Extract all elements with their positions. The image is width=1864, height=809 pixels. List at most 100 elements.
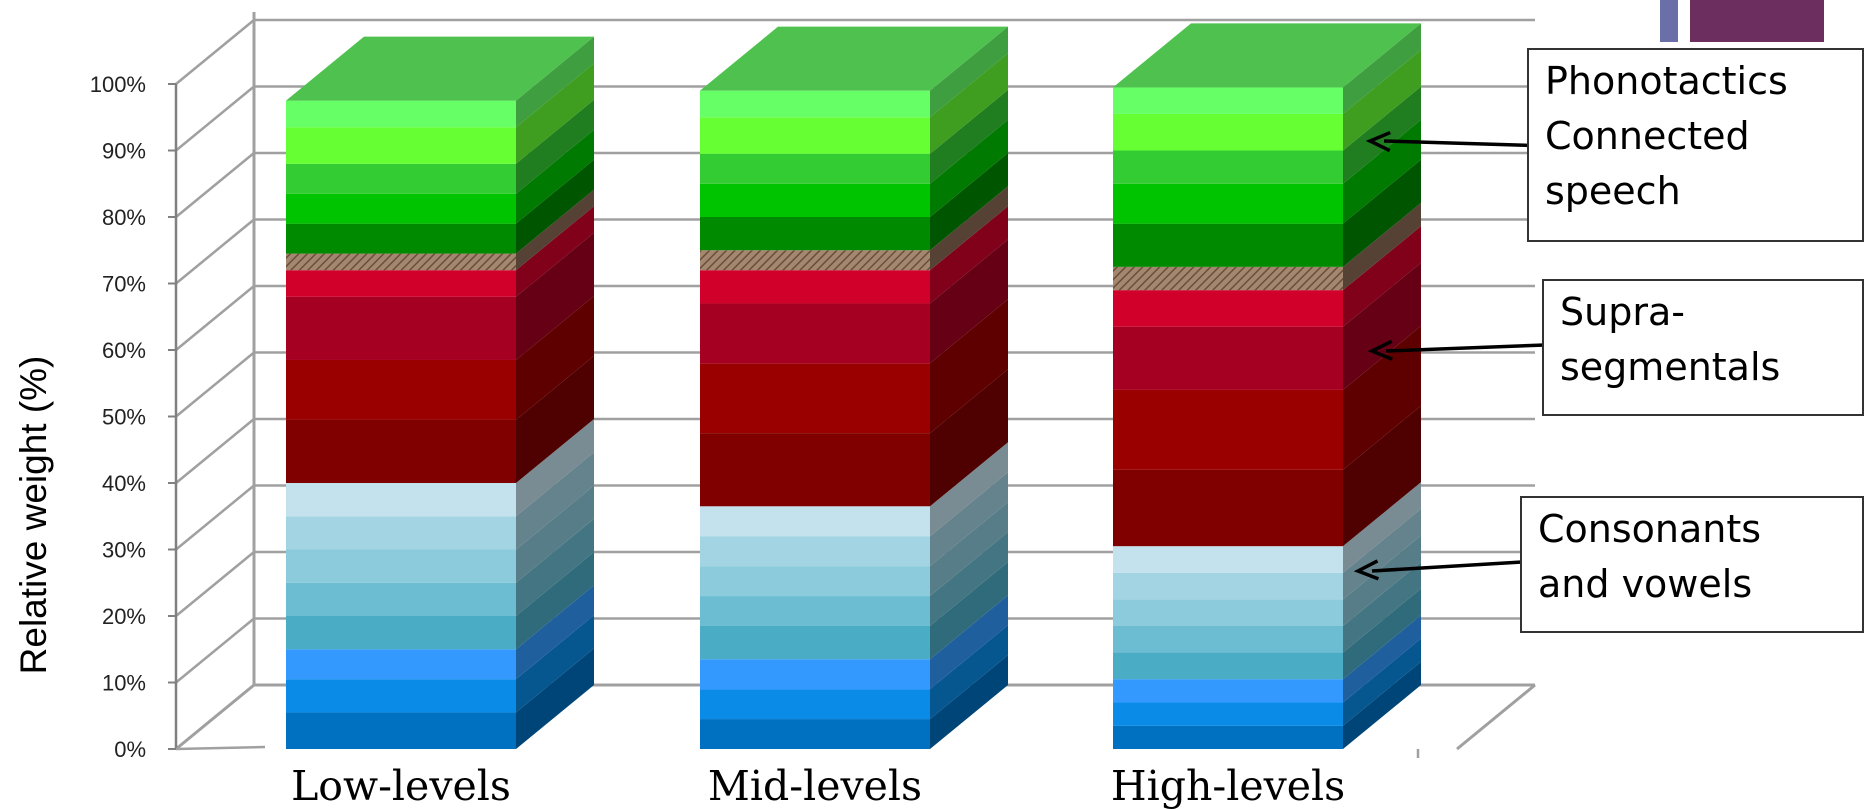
- y-tick-label: 90%: [102, 139, 146, 164]
- bar-segment-side: [930, 153, 1008, 251]
- bar-segment-side: [516, 232, 594, 360]
- bar-segment-side: [930, 442, 1008, 537]
- bar-segment: [286, 100, 516, 128]
- bar-segment: [286, 419, 516, 483]
- bar-segment: [1113, 599, 1343, 626]
- y-tick-label: 70%: [102, 272, 146, 297]
- bar-segment-side: [1343, 49, 1421, 151]
- bar-segment: [700, 153, 930, 184]
- bar-segment: [1113, 87, 1343, 114]
- bar-segment-side: [516, 99, 594, 194]
- bar-segment: [286, 679, 516, 713]
- bar-segment-side: [516, 355, 594, 483]
- bar-segment-side: [930, 595, 1008, 690]
- y-tick-label: 30%: [102, 538, 146, 563]
- gridline-diagonal: [175, 551, 255, 617]
- y-axis-label: Relative weight (%): [13, 356, 54, 675]
- gridline-diagonal: [175, 218, 255, 285]
- bar-segment: [700, 506, 930, 537]
- bar-segment-side: [1343, 262, 1421, 390]
- bar-segment-side: [516, 452, 594, 550]
- bar-segment-side: [1343, 23, 1421, 114]
- bar-segment-side: [1343, 405, 1421, 547]
- bar-segment: [1113, 266, 1343, 291]
- callout-phonotactics: Phonotactics Connected speech: [1527, 48, 1864, 242]
- y-tick-label: 10%: [102, 671, 146, 696]
- bar-segment: [700, 303, 930, 364]
- bar-segment-side: [930, 89, 1008, 184]
- bar-segment: [700, 363, 930, 434]
- gridline-diagonal: [175, 19, 255, 85]
- bar-segment-side: [516, 63, 594, 164]
- gridline-diagonal: [175, 418, 255, 484]
- bar-segment: [700, 217, 930, 251]
- gridline-diagonal: [175, 85, 255, 152]
- y-axis: 0% 10% 20% 30% 40% 50% 60% 70% 80% 90% 100%: [90, 72, 1420, 762]
- bar-segment: [286, 483, 516, 517]
- bar-segment: [1113, 546, 1343, 573]
- bar-segment-side: [930, 561, 1008, 660]
- bar-segment: [286, 359, 516, 420]
- bar-segment-side: [1343, 226, 1421, 327]
- bar-segment: [1113, 572, 1343, 600]
- bar-segment-side: [930, 369, 1008, 507]
- bar-segment-side: [1343, 535, 1421, 626]
- callout-line: speech: [1545, 169, 1681, 213]
- y-tick-label: 80%: [102, 205, 146, 230]
- bar-segment-side: [516, 485, 594, 583]
- bar-segment: [1113, 113, 1343, 151]
- bar-segment-side: [1343, 202, 1421, 291]
- bar-segment-side: [516, 552, 594, 650]
- bar-segment: [286, 270, 516, 297]
- bar-segment: [286, 296, 516, 360]
- gridline-diagonal: [175, 285, 255, 351]
- bar-segment: [700, 719, 930, 749]
- corner-accent-bar: [1660, 0, 1678, 42]
- bar-segment-side: [1343, 119, 1421, 224]
- bar-segment-side: [516, 518, 594, 616]
- bar-segment: [286, 223, 516, 254]
- bar-segment: [286, 582, 516, 616]
- bar-segment: [700, 566, 930, 597]
- bar-segment: [700, 625, 930, 660]
- bar-segment: [1113, 150, 1343, 184]
- bar-segment: [286, 712, 516, 749]
- bar-segment: [1113, 326, 1343, 390]
- bar-top-face: [286, 36, 594, 101]
- gridline-diagonal: [175, 617, 255, 684]
- bar-segment-side: [930, 625, 1008, 720]
- arrow-shaft: [1383, 139, 1551, 148]
- bar-segment-side: [930, 532, 1008, 626]
- bar-segment: [700, 117, 930, 154]
- bar-segment: [700, 536, 930, 567]
- callout-line: Supra-: [1560, 290, 1685, 334]
- callout-line: Connected: [1545, 114, 1750, 158]
- bar-segment-side: [930, 239, 1008, 364]
- y-tick-label: 40%: [102, 471, 146, 496]
- bar-segment-side: [1343, 588, 1421, 680]
- bar-segment-side: [930, 502, 1008, 597]
- bar-segment-side: [516, 648, 594, 749]
- bar-segment-side: [1343, 561, 1421, 653]
- arrow-shaft: [1371, 560, 1523, 573]
- bar-segment: [1113, 469, 1343, 547]
- bar-segment-side: [930, 206, 1008, 304]
- bar-segment: [1113, 625, 1343, 653]
- callout-line: Phonotactics: [1545, 59, 1788, 103]
- bar-segment-side: [1343, 325, 1421, 470]
- bar-segment: [1113, 702, 1343, 726]
- bar-segment-side: [1343, 615, 1421, 703]
- bar-segment: [700, 90, 930, 118]
- bar-segment-side: [516, 585, 594, 680]
- y-tick-label: 100%: [90, 72, 146, 97]
- callout-arrows: [1353, 130, 1551, 581]
- category-label: High-levels: [1111, 762, 1345, 809]
- arrow-shaft: [1385, 343, 1546, 353]
- bar-segment-side: [930, 299, 1008, 434]
- bar-segment: [1113, 652, 1343, 680]
- bar-segment: [700, 596, 930, 626]
- bar-segment: [286, 193, 516, 224]
- arrow-head: [1365, 130, 1391, 153]
- bar-segment-side: [930, 186, 1008, 271]
